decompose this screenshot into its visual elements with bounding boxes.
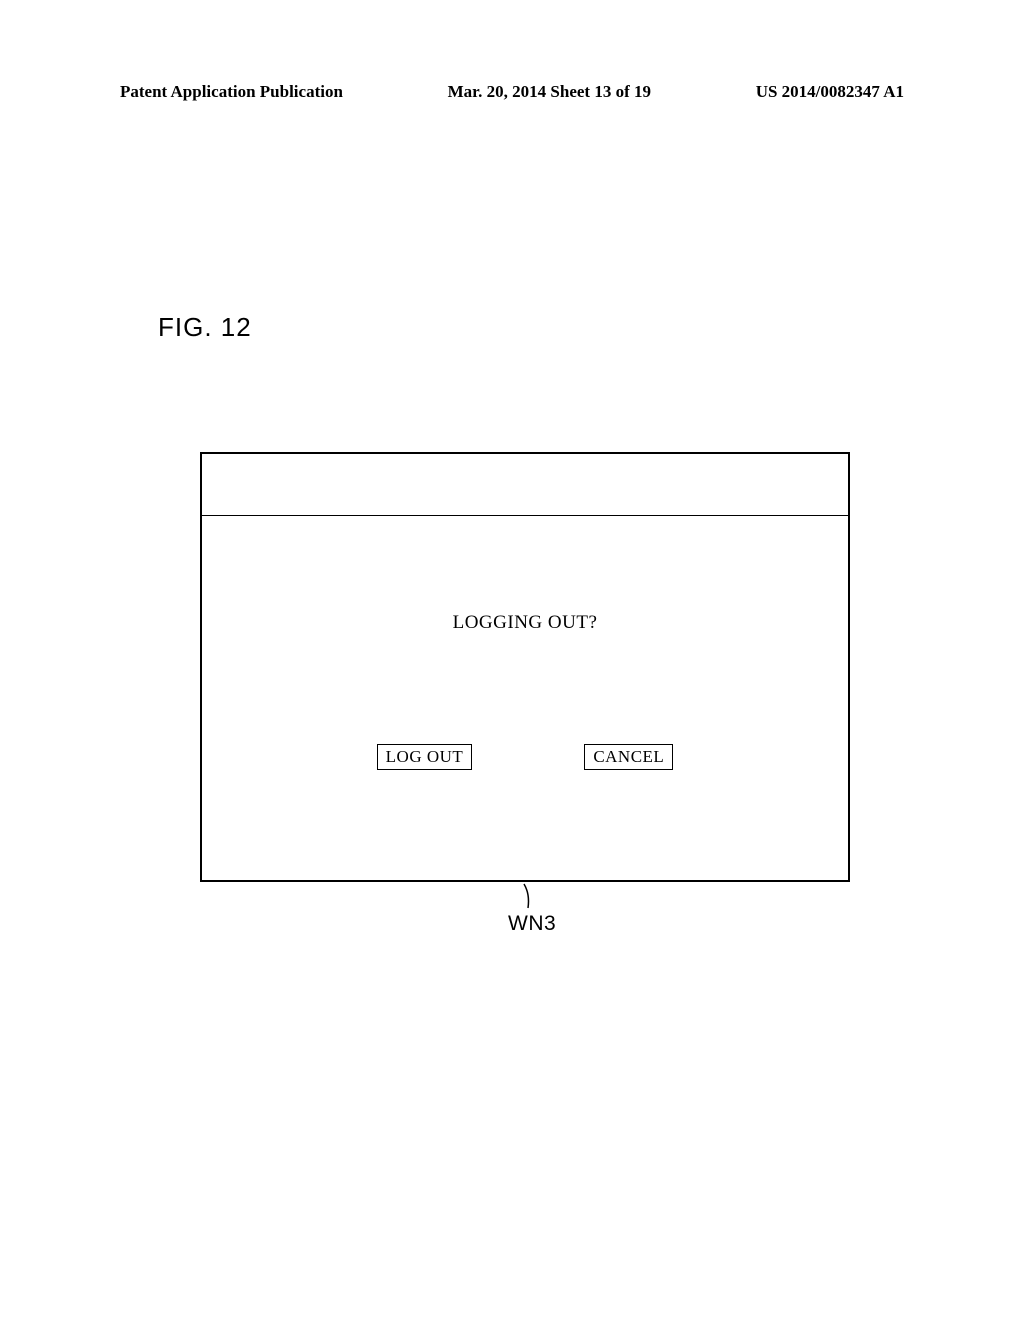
publication-number: US 2014/0082347 A1	[756, 82, 904, 102]
logout-button[interactable]: LOG OUT	[377, 744, 473, 770]
logout-dialog-window: LOGGING OUT? LOG OUT CANCEL	[200, 452, 850, 882]
figure-label: FIG. 12	[158, 312, 252, 343]
reference-label: WN3	[508, 912, 556, 936]
dialog-titlebar	[202, 454, 848, 516]
date-sheet-info: Mar. 20, 2014 Sheet 13 of 19	[448, 82, 651, 102]
reference-leader-line	[522, 882, 542, 912]
dialog-message-text: LOGGING OUT?	[202, 612, 848, 634]
dialog-button-row: LOG OUT CANCEL	[202, 744, 848, 770]
publication-type: Patent Application Publication	[120, 82, 343, 102]
patent-header: Patent Application Publication Mar. 20, …	[120, 82, 904, 102]
cancel-button[interactable]: CANCEL	[584, 744, 673, 770]
